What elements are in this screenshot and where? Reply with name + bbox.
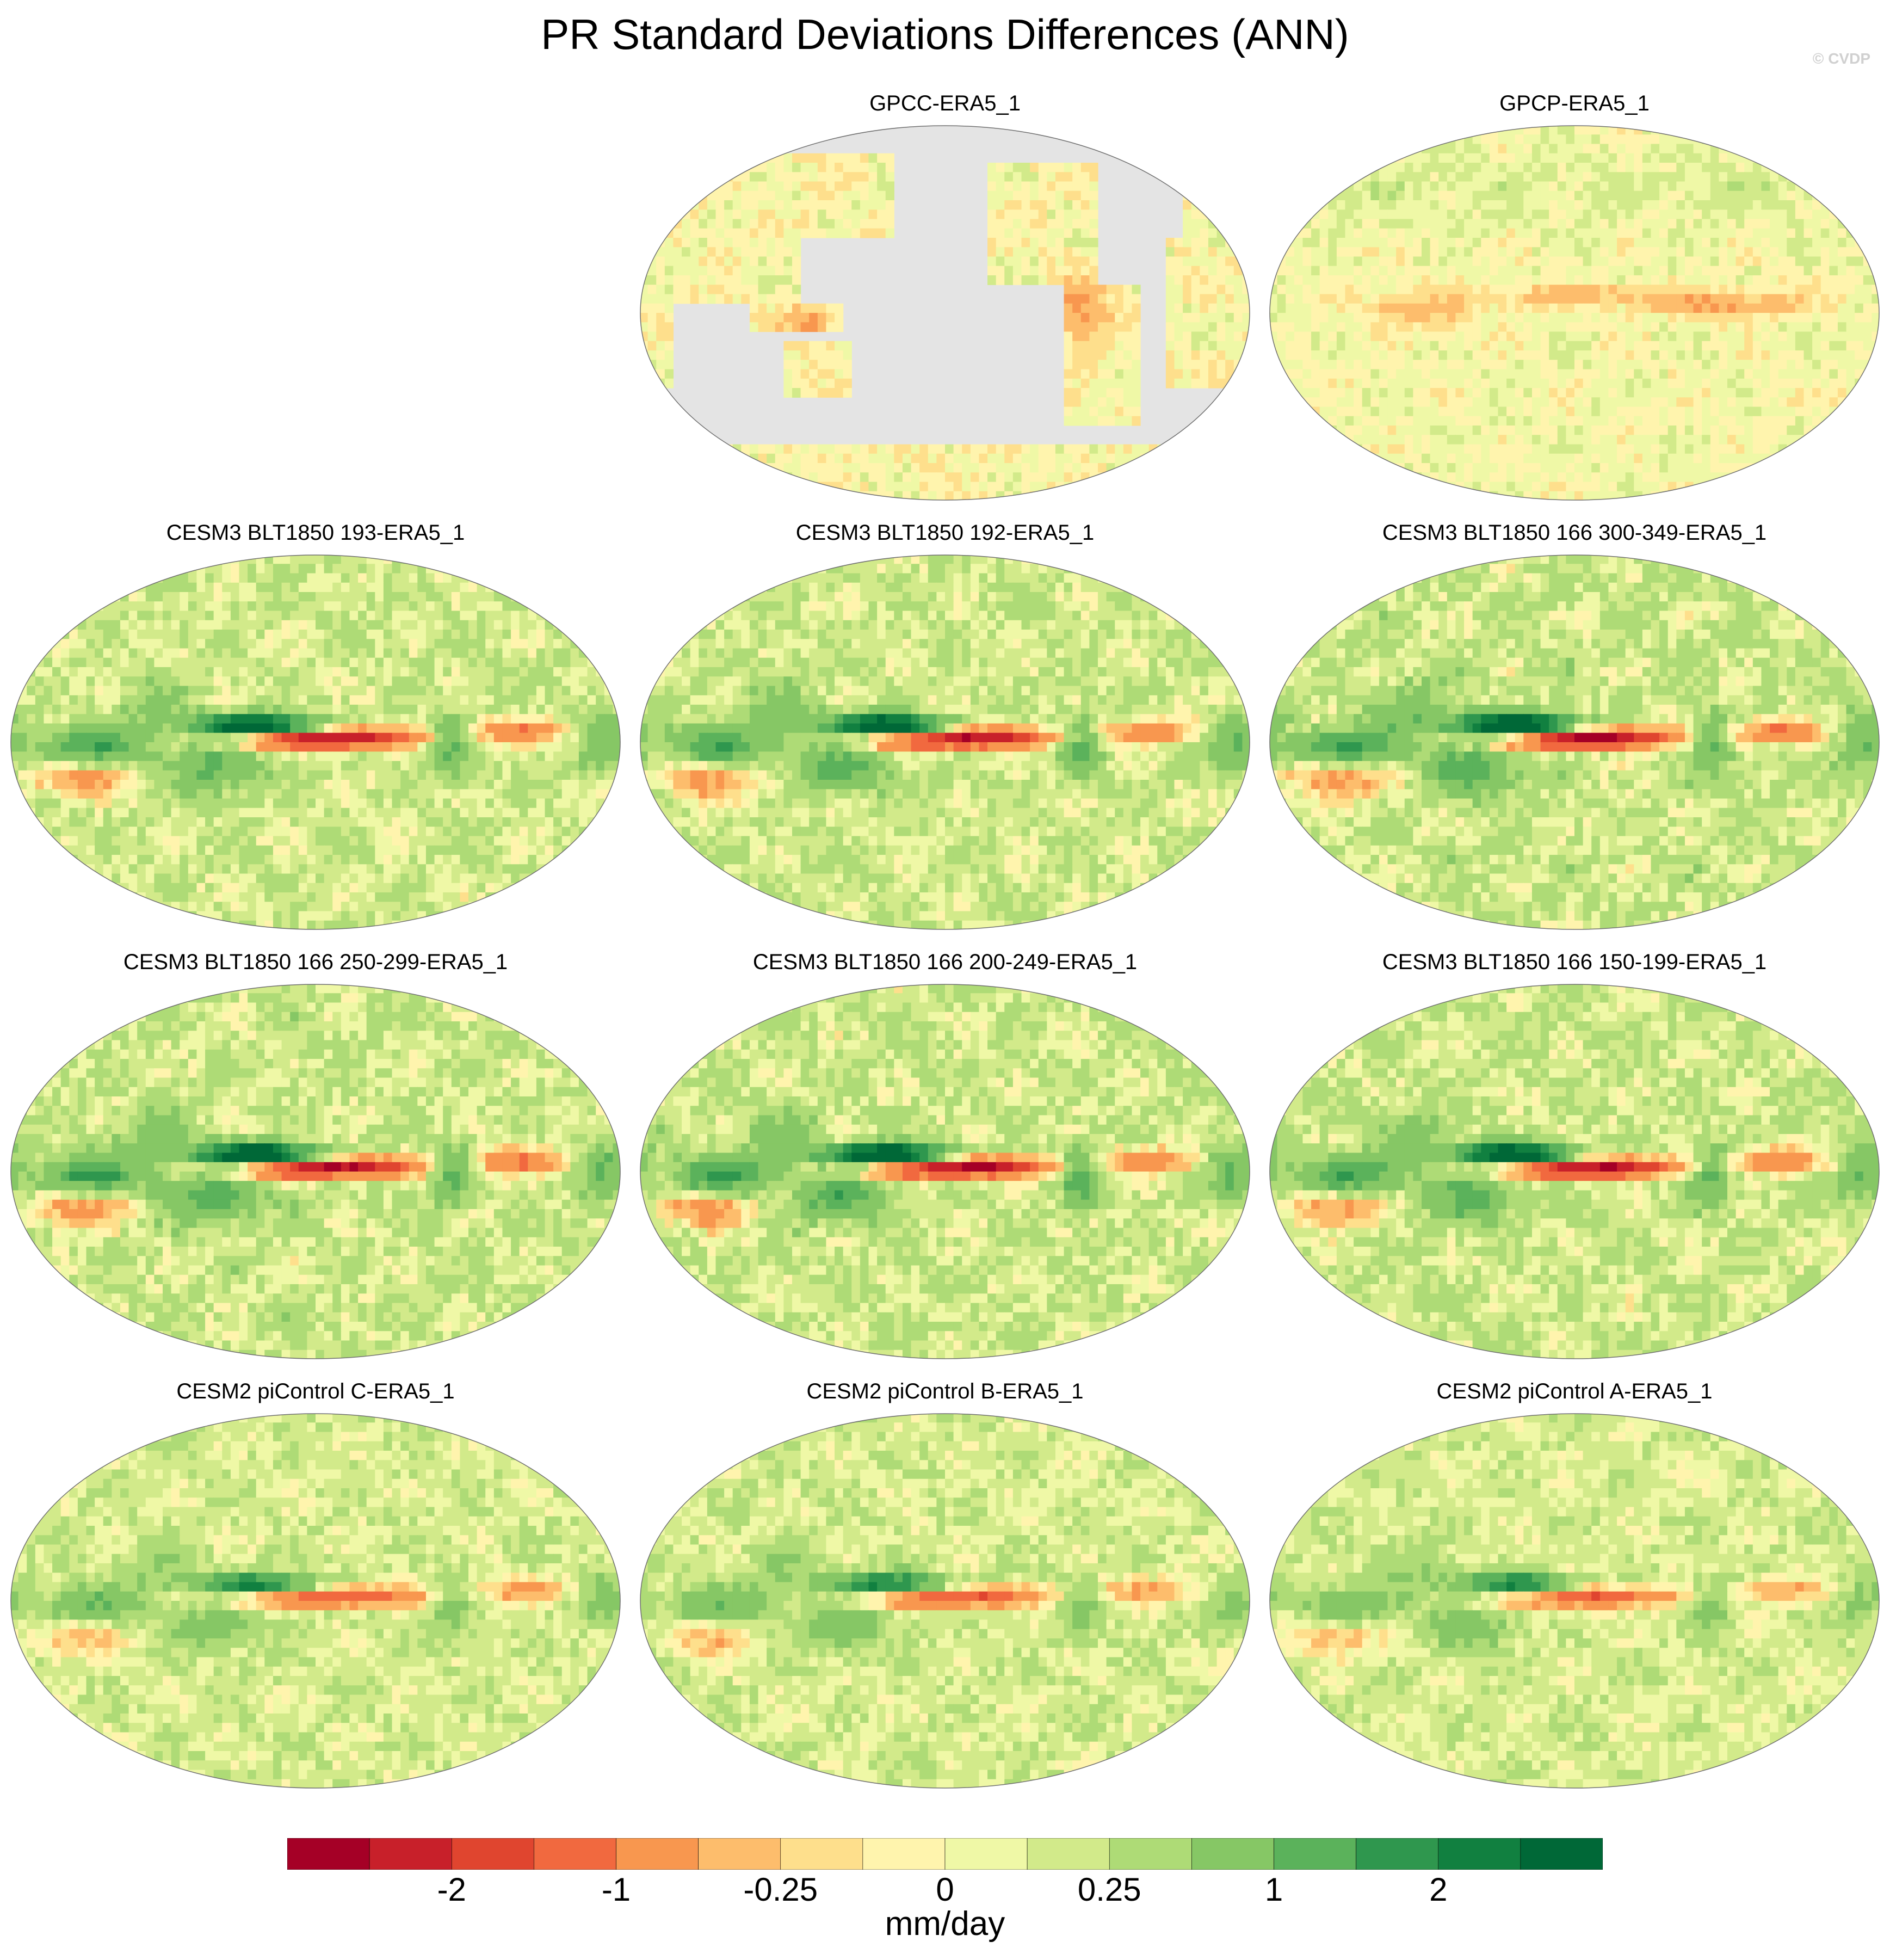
map-boundary [640,125,1250,501]
map-panel: CESM3 BLT1850 166 150-199-ERA5_1 [1269,950,1880,1365]
precip-field [1270,984,1879,1359]
precip-field [640,984,1250,1359]
map-boundary [1269,125,1880,501]
colorbar-tick-label: -0.25 [743,1871,818,1908]
map-boundary [10,554,621,930]
precip-field [11,555,620,929]
map-panel: CESM3 BLT1850 166 200-249-ERA5_1 [639,950,1251,1365]
map-panel: GPCP-ERA5_1 [1269,91,1880,506]
precip-field [640,126,1250,500]
precip-field [11,1414,620,1788]
colorbar-swatch [451,1838,534,1870]
map-panel: CESM3 BLT1850 166 300-349-ERA5_1 [1269,521,1880,935]
robinson-map [1269,1413,1880,1789]
panel-title: CESM3 BLT1850 166 150-199-ERA5_1 [1269,950,1880,975]
figure-title: PR Standard Deviations Differences (ANN) [0,10,1890,59]
colorbar-tick-label: 1 [1265,1871,1283,1908]
precip-field [1270,126,1879,500]
robinson-map [1269,554,1880,930]
colorbar-tick-label: 2 [1429,1871,1447,1908]
colorbar-swatch [944,1838,1028,1870]
map-panel: CESM3 BLT1850 192-ERA5_1 [639,521,1251,935]
map-boundary [10,984,621,1359]
colorbar-swatch [534,1838,616,1870]
colorbar-swatch [862,1838,946,1870]
robinson-map [640,125,1250,501]
precip-field [640,1414,1250,1788]
precip-field [1270,555,1879,929]
precip-field [1270,1414,1879,1788]
map-boundary [1269,554,1880,930]
precip-field [11,984,620,1359]
panel-title: CESM3 BLT1850 166 200-249-ERA5_1 [639,950,1251,975]
map-boundary [1269,1413,1880,1789]
robinson-map [1269,125,1880,501]
colorbar-swatch [616,1838,699,1870]
colorbar-tick-label: 0.25 [1078,1871,1141,1908]
map-boundary [10,1413,621,1789]
colorbar-swatch [1274,1838,1356,1870]
map-panel: CESM2 piControl A-ERA5_1 [1269,1379,1880,1794]
colorbar-swatch [1356,1838,1439,1870]
panel-title: CESM3 BLT1850 192-ERA5_1 [639,521,1251,545]
robinson-map [1269,984,1880,1359]
colorbar-swatches [287,1838,1603,1870]
map-boundary [1269,984,1880,1359]
precip-field [640,555,1250,929]
panel-title: CESM3 BLT1850 166 300-349-ERA5_1 [1269,521,1880,545]
panel-title: CESM3 BLT1850 166 250-299-ERA5_1 [10,950,621,975]
map-boundary [640,984,1250,1359]
colorbar-tick-label: 0 [936,1871,954,1908]
panel-title: GPCC-ERA5_1 [639,91,1251,116]
colorbar-swatch [369,1838,452,1870]
cvdp-watermark: © CVDP [1813,50,1870,67]
colorbar-swatch [698,1838,781,1870]
panel-title: CESM2 piControl A-ERA5_1 [1269,1379,1880,1404]
robinson-map [640,554,1250,930]
colorbar-swatch [1109,1838,1192,1870]
colorbar [287,1838,1603,1870]
colorbar-swatch [1438,1838,1521,1870]
colorbar-swatch [1520,1838,1603,1870]
map-panel: CESM2 piControl C-ERA5_1 [10,1379,621,1794]
colorbar-swatch [780,1838,863,1870]
colorbar-tick-label: -1 [602,1871,631,1908]
map-panel: GPCC-ERA5_1 [639,91,1251,506]
map-panel: CESM3 BLT1850 166 250-299-ERA5_1 [10,950,621,1365]
robinson-map [10,984,621,1359]
robinson-map [10,554,621,930]
map-panel: CESM2 piControl B-ERA5_1 [639,1379,1251,1794]
map-panel: CESM3 BLT1850 193-ERA5_1 [10,521,621,935]
map-boundary [640,554,1250,930]
colorbar-swatch [1191,1838,1274,1870]
colorbar-tick-label: -2 [437,1871,466,1908]
panel-title: GPCP-ERA5_1 [1269,91,1880,116]
colorbar-swatch [1027,1838,1110,1870]
map-boundary [640,1413,1250,1789]
colorbar-swatch [287,1838,370,1870]
panel-title: CESM2 piControl C-ERA5_1 [10,1379,621,1404]
robinson-map [640,1413,1250,1789]
robinson-map [10,1413,621,1789]
colorbar-units: mm/day [0,1904,1890,1943]
robinson-map [640,984,1250,1359]
panel-title: CESM2 piControl B-ERA5_1 [639,1379,1251,1404]
panel-title: CESM3 BLT1850 193-ERA5_1 [10,521,621,545]
